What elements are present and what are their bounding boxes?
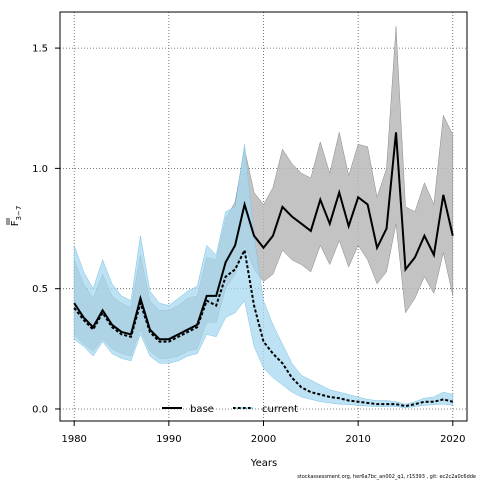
axis-ticks: 1980 1990 2000 2010 2020 0.0 0.5 1.0 1.5 bbox=[32, 44, 465, 445]
x-tick-label-4: 2020 bbox=[440, 434, 465, 445]
series-line-base bbox=[73, 132, 454, 341]
y-tick-label-2: 1.0 bbox=[32, 164, 48, 175]
series-lines bbox=[73, 132, 454, 408]
svg-text:F3−7: F3−7 bbox=[10, 206, 23, 227]
confidence-bands bbox=[73, 26, 454, 409]
x-tick-label-0: 1980 bbox=[61, 434, 86, 445]
x-tick-label-3: 2010 bbox=[345, 434, 370, 445]
y-tick-label-0: 0.0 bbox=[32, 404, 48, 415]
y-tick-label-1: 0.5 bbox=[32, 284, 48, 295]
y-axis-label-main: F bbox=[10, 220, 21, 226]
y-tick-label-3: 1.5 bbox=[32, 44, 48, 55]
x-axis-label: Years bbox=[250, 458, 277, 469]
y-axis-label-sub: 3−7 bbox=[15, 206, 23, 221]
legend-label-base: base bbox=[190, 404, 214, 415]
footer-provenance: stockassessment.org, her6a7bc_an002_q1, … bbox=[297, 474, 476, 480]
x-tick-label-2: 2000 bbox=[251, 434, 276, 445]
legend: base current bbox=[162, 404, 298, 415]
legend-label-current: current bbox=[262, 404, 298, 415]
y-axis-label: F3−7 bbox=[6, 206, 23, 227]
series-line-current bbox=[73, 246, 454, 408]
x-tick-label-1: 1990 bbox=[156, 434, 181, 445]
